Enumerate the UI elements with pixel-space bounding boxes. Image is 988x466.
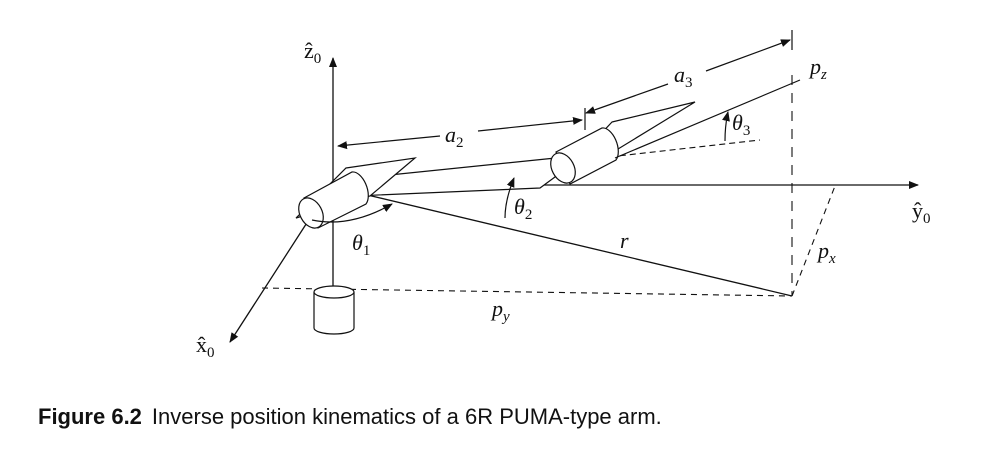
elbow-joint bbox=[550, 127, 619, 185]
px-label: px bbox=[816, 238, 836, 267]
link3-line bbox=[614, 79, 801, 159]
caption-text: Inverse position kinematics of a 6R PUMA… bbox=[151, 404, 662, 429]
shoulder-joint bbox=[298, 171, 369, 229]
x-axis bbox=[229, 217, 311, 343]
x-axis-label: x̂0 bbox=[196, 332, 215, 361]
theta3-arc bbox=[722, 111, 730, 142]
px-line bbox=[791, 185, 836, 297]
theta3-label: θ3 bbox=[732, 110, 750, 139]
a2-label: a2 bbox=[445, 122, 464, 151]
a3-label: a3 bbox=[674, 62, 693, 91]
py-label: py bbox=[490, 296, 510, 325]
r-line bbox=[337, 187, 793, 297]
theta2-arc bbox=[504, 177, 515, 219]
z-axis-label: ẑ0 bbox=[304, 38, 321, 67]
figure-caption: Figure 6.2 Inverse position kinematics of… bbox=[38, 404, 958, 430]
a2-arrow bbox=[337, 135, 441, 150]
a3-arrow bbox=[585, 83, 669, 114]
a3-arrow-right bbox=[705, 39, 791, 72]
pz-label: pz bbox=[808, 54, 827, 83]
y-axis-label: ŷ0 bbox=[912, 198, 931, 227]
r-label: r bbox=[620, 228, 629, 253]
theta1-label: θ1 bbox=[352, 230, 370, 259]
a2-arrow-right bbox=[477, 116, 583, 132]
theta1-arc bbox=[311, 203, 393, 223]
theta3-reference bbox=[599, 139, 761, 159]
caption-label: Figure 6.2 bbox=[38, 404, 142, 429]
base-cylinder bbox=[313, 285, 355, 335]
theta2-label: θ2 bbox=[514, 194, 532, 223]
